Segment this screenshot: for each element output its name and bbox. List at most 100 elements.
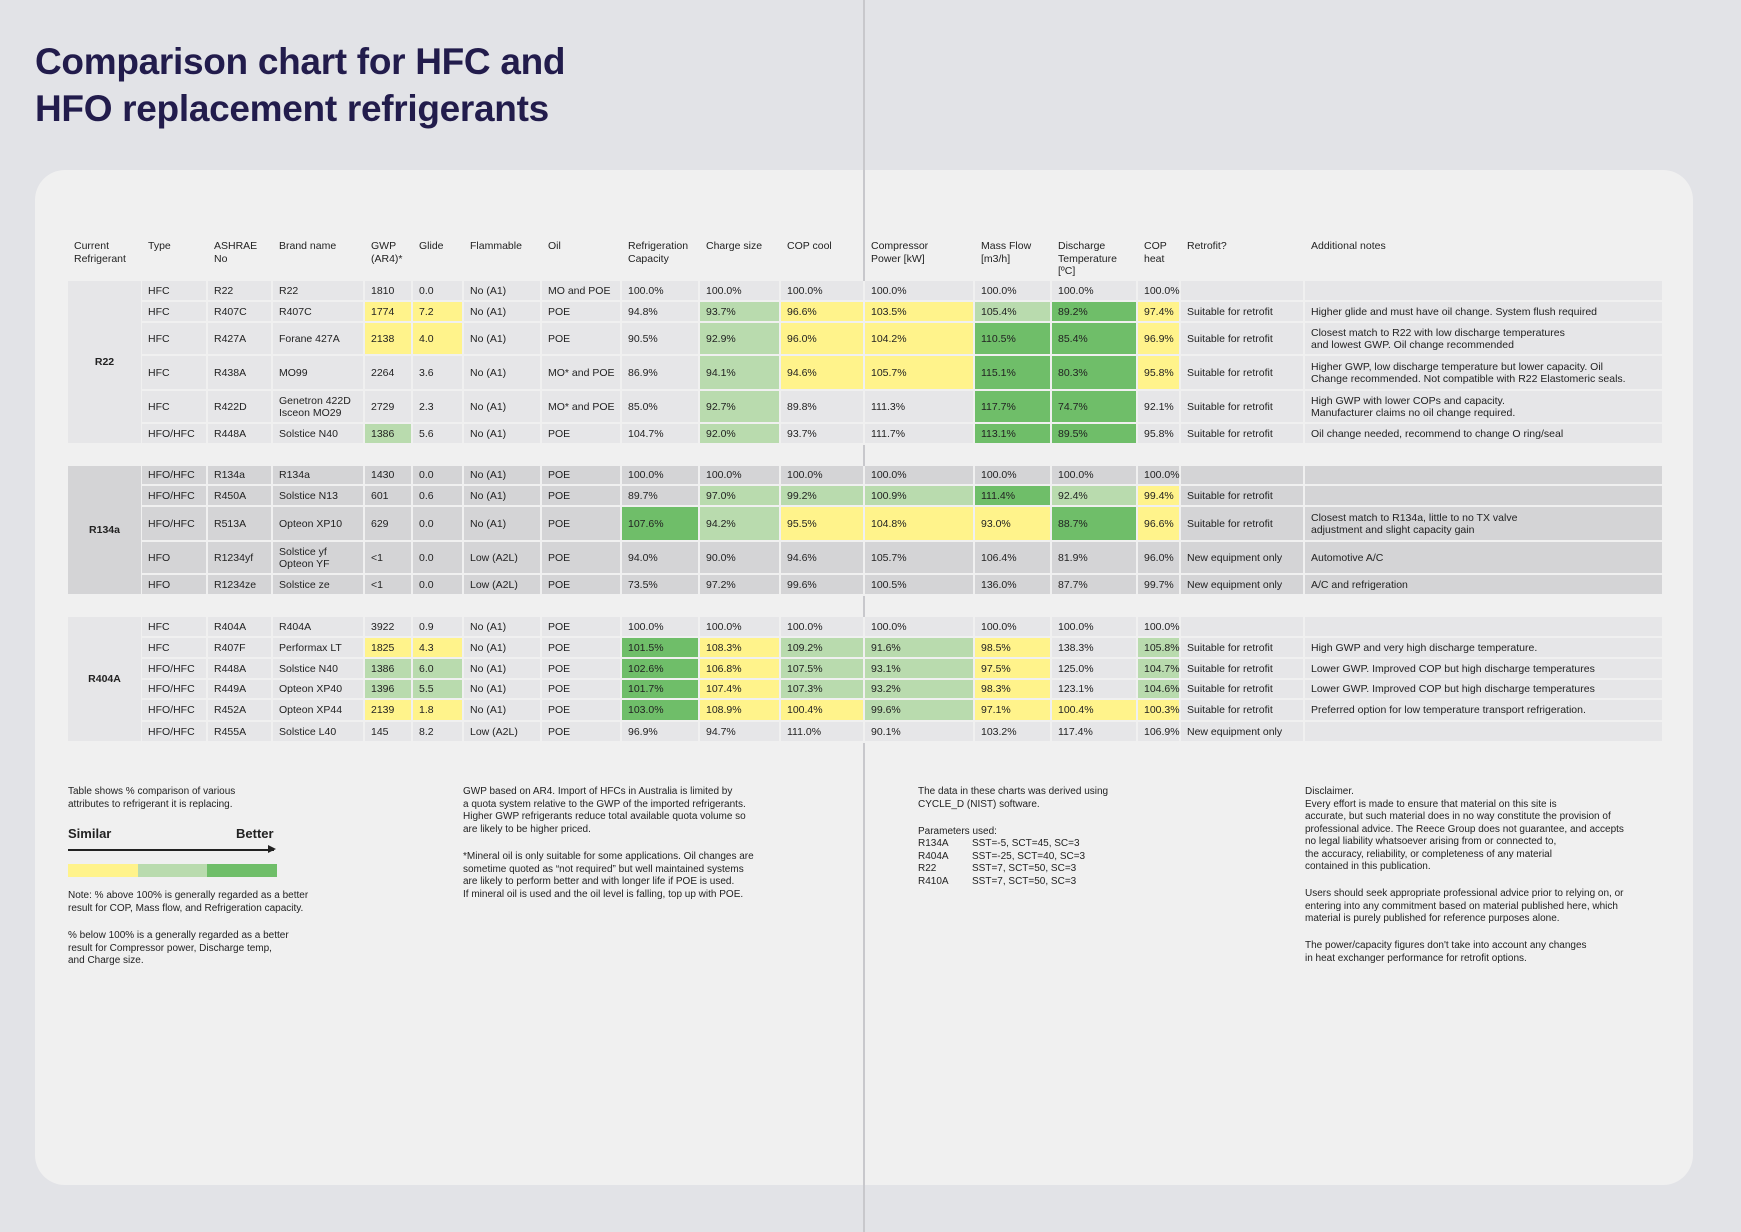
footer-users-note: Users should seek appropriate profession… <box>1305 888 1624 924</box>
cell-ashrae: R134a <box>208 466 273 484</box>
cell-gwp: 145 <box>365 722 413 741</box>
cell-discharge: 100.4% <box>1052 700 1138 720</box>
cell-glide: 5.6 <box>413 424 464 443</box>
table-row: HFC R22 R22 1810 0.0 No (A1) MO and POE 100.0% 1… <box>142 281 1662 302</box>
column-header: Mass Flow [m3/h] <box>981 240 1032 265</box>
cell-flammable: No (A1) <box>464 356 542 389</box>
cell-type: HFC <box>142 281 208 300</box>
cell-cop-cool: 109.2% <box>781 638 865 657</box>
cell-mass-flow: 111.4% <box>975 486 1052 505</box>
cell-refrigeration: 100.0% <box>622 281 700 300</box>
cell-oil: POE <box>542 424 622 443</box>
cell-type: HFO/HFC <box>142 680 208 698</box>
param-values: SST=-25, SCT=40, SC=3 <box>972 850 1086 862</box>
column-header: Discharge Temperature [ºC] <box>1058 240 1117 277</box>
cell-ashrae: R448A <box>208 659 273 678</box>
scale-arrow-icon <box>68 845 276 853</box>
cell-mass-flow: 103.2% <box>975 722 1052 741</box>
cell-retrofit: Suitable for retrofit <box>1181 302 1305 321</box>
cell-glide: 8.2 <box>413 722 464 741</box>
cell-retrofit <box>1181 281 1305 300</box>
cell-glide: 5.5 <box>413 680 464 698</box>
cell-brand-name: R22 <box>273 281 365 300</box>
column-header: Charge size <box>706 240 763 252</box>
cell-additional-notes: Lower GWP. Improved COP but high dischar… <box>1311 662 1595 675</box>
cell-refrigeration: 103.0% <box>622 700 700 720</box>
cell-refrigeration: 90.5% <box>622 323 700 354</box>
cell-retrofit: New equipment only <box>1181 722 1305 741</box>
cell-cop-cool: 96.6% <box>781 302 865 321</box>
cell-brand-name: R407C <box>273 302 365 321</box>
cell-gwp: 2139 <box>365 700 413 720</box>
cell-brand-name: R404A <box>273 617 365 636</box>
cell-type: HFO/HFC <box>142 486 208 505</box>
cell-additional-notes <box>1305 617 1662 636</box>
cell-oil: POE <box>542 323 622 354</box>
cell-ashrae: R448A <box>208 424 273 443</box>
cell-cop: 100.0% <box>1138 617 1181 636</box>
cell-oil: POE <box>542 722 622 741</box>
footer-params-title: Parameters used: <box>918 826 997 837</box>
cell-additional-notes: Preferred option for low temperature tra… <box>1311 704 1586 716</box>
cell-cop-cool: 94.6% <box>781 356 865 389</box>
param-values: SST=7, SCT=50, SC=3 <box>972 863 1077 874</box>
cell-type: HFC <box>142 638 208 657</box>
cell-flammable: No (A1) <box>464 659 542 678</box>
cell-cop-cool: 99.2% <box>781 486 865 505</box>
cell-cop-cool: 89.8% <box>781 391 865 422</box>
cell-glide: 0.0 <box>413 575 464 594</box>
cell-additional-notes: Higher GWP, low discharge temperature bu… <box>1311 360 1626 385</box>
cell-discharge: 81.9% <box>1052 542 1138 573</box>
cell-gwp: 1774 <box>365 302 413 321</box>
cell-gwp: 1810 <box>365 281 413 300</box>
cell-compressor: 100.0% <box>865 281 975 300</box>
color-scale-legend <box>68 864 278 877</box>
cell-oil: POE <box>542 542 622 573</box>
cell-retrofit: Suitable for retrofit <box>1181 323 1305 354</box>
cell-additional-notes: Closest match to R22 with low discharge … <box>1311 326 1565 351</box>
column-header: Type <box>148 240 171 252</box>
cell-additional-notes: Higher glide and must have oil change. S… <box>1311 305 1597 318</box>
cell-compressor: 111.7% <box>865 424 975 443</box>
cell-ashrae: R449A <box>208 680 273 698</box>
cell-ashrae: R450A <box>208 486 273 505</box>
page-fold-divider <box>863 0 865 1232</box>
cell-ashrae: R404A <box>208 617 273 636</box>
cell-additional-notes: Automotive A/C <box>1311 551 1384 564</box>
column-header: Current Refrigerant <box>74 240 126 265</box>
cell-brand-name: Performax LT <box>273 638 365 657</box>
cell-brand-name: Forane 427A <box>273 323 365 354</box>
cell-charge-size: 108.9% <box>700 700 781 720</box>
table-row: HFC R427A Forane 427A 2138 4.0 No (A1) POE 90.5… <box>142 323 1662 356</box>
cell-cop-cool: 94.6% <box>781 542 865 573</box>
cell-cop: 96.6% <box>1138 507 1181 540</box>
cell-mass-flow: 117.7% <box>975 391 1052 422</box>
column-header: GWP (AR4)* <box>371 240 403 265</box>
cell-glide: 0.6 <box>413 486 464 505</box>
cell-type: HFO/HFC <box>142 424 208 443</box>
group-r22: R22 HFC R22 R22 1810 0.0 No (A1) MO and POE 100.… <box>68 281 1662 445</box>
cell-oil: POE <box>542 659 622 678</box>
cell-cop: 95.8% <box>1138 424 1181 443</box>
cell-refrigeration: 89.7% <box>622 486 700 505</box>
cell-additional-notes <box>1305 486 1662 505</box>
current-refrigerant-label: R404A <box>68 617 141 741</box>
cell-retrofit: New equipment only <box>1181 542 1305 573</box>
cell-refrigeration: 101.5% <box>622 638 700 657</box>
cell-charge-size: 100.0% <box>700 281 781 300</box>
cell-type: HFO <box>142 575 208 594</box>
cell-type: HFO/HFC <box>142 659 208 678</box>
cell-cop-cool: 99.6% <box>781 575 865 594</box>
cell-oil: POE <box>542 617 622 636</box>
cell-ashrae: R1234yf <box>208 542 273 573</box>
cell-mass-flow: 105.4% <box>975 302 1052 321</box>
cell-gwp: 601 <box>365 486 413 505</box>
cell-flammable: No (A1) <box>464 323 542 354</box>
cell-discharge: 138.3% <box>1052 638 1138 657</box>
cell-charge-size: 100.0% <box>700 617 781 636</box>
cell-cop-cool: 111.0% <box>781 722 865 741</box>
cell-cop: 104.7% <box>1138 659 1181 678</box>
cell-mass-flow: 115.1% <box>975 356 1052 389</box>
cell-retrofit: Suitable for retrofit <box>1181 659 1305 678</box>
cell-type: HFC <box>142 617 208 636</box>
